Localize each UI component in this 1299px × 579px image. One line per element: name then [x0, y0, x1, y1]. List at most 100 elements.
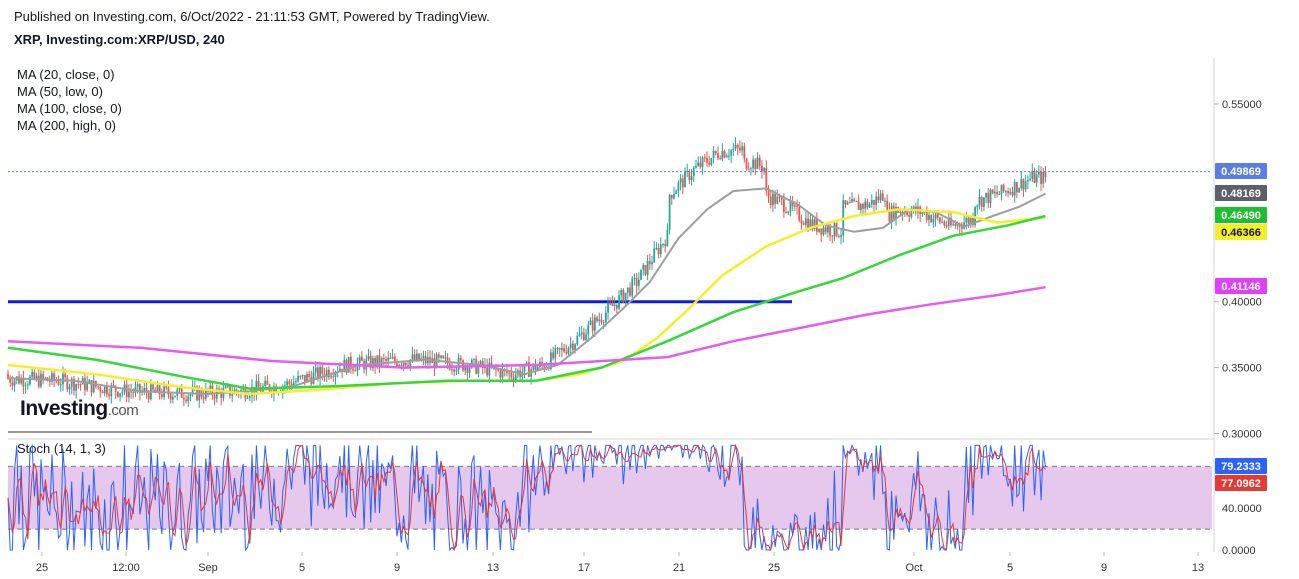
candle-body[interactable]: [284, 385, 286, 387]
candle-body[interactable]: [598, 319, 601, 322]
ma-line-ma100[interactable]: [7, 214, 1046, 390]
candle-body[interactable]: [604, 312, 607, 322]
candle-body[interactable]: [169, 394, 172, 400]
candle-body[interactable]: [1011, 191, 1014, 196]
candle-body[interactable]: [523, 363, 526, 372]
candle-body[interactable]: [906, 211, 908, 215]
candle-body[interactable]: [730, 150, 733, 156]
candle-body[interactable]: [349, 356, 352, 369]
candle-body[interactable]: [84, 378, 86, 391]
candle-body[interactable]: [644, 264, 647, 275]
candle-body[interactable]: [106, 385, 108, 395]
candle-body[interactable]: [1002, 184, 1005, 192]
candle-body[interactable]: [620, 289, 623, 296]
candle-body[interactable]: [829, 226, 831, 236]
candle-body[interactable]: [629, 287, 631, 296]
candle-body[interactable]: [55, 380, 58, 382]
candle-body[interactable]: [888, 209, 891, 222]
candle-body[interactable]: [378, 355, 381, 366]
candle-body[interactable]: [57, 381, 60, 385]
candle-body[interactable]: [198, 390, 201, 401]
candle-body[interactable]: [800, 220, 803, 224]
candle-body[interactable]: [563, 348, 565, 352]
candle-body[interactable]: [965, 217, 968, 223]
candle-body[interactable]: [618, 295, 620, 309]
candle-body[interactable]: [593, 317, 596, 331]
candle-body[interactable]: [130, 391, 132, 393]
candle-body[interactable]: [725, 155, 728, 158]
candle-body[interactable]: [301, 374, 304, 377]
candle-body[interactable]: [18, 376, 20, 384]
candle-body[interactable]: [780, 197, 783, 200]
candle-body[interactable]: [44, 377, 47, 379]
candle-body[interactable]: [782, 199, 785, 212]
candle-body[interactable]: [1000, 184, 1003, 195]
candle-body[interactable]: [422, 356, 425, 359]
candle-body[interactable]: [908, 214, 911, 217]
candle-body[interactable]: [292, 382, 295, 387]
candle-body[interactable]: [464, 366, 467, 371]
candle-body[interactable]: [778, 196, 781, 198]
candle-body[interactable]: [695, 165, 697, 168]
candle-body[interactable]: [468, 367, 471, 373]
candle-body[interactable]: [488, 362, 491, 376]
candle-body[interactable]: [756, 157, 759, 169]
candle-body[interactable]: [998, 194, 1001, 196]
candle-body[interactable]: [772, 193, 774, 206]
candle-body[interactable]: [374, 358, 376, 367]
candle-body[interactable]: [501, 369, 504, 378]
candle-body[interactable]: [679, 178, 682, 183]
candle-body[interactable]: [191, 387, 194, 394]
candle-body[interactable]: [1020, 178, 1023, 189]
candle-body[interactable]: [901, 211, 904, 214]
candle-body[interactable]: [565, 351, 568, 354]
candle-body[interactable]: [77, 384, 80, 386]
candle-body[interactable]: [567, 348, 570, 354]
candle-body[interactable]: [543, 364, 546, 370]
candle-body[interactable]: [591, 320, 594, 331]
candle-body[interactable]: [569, 343, 572, 349]
candle-body[interactable]: [655, 247, 658, 249]
candle-body[interactable]: [319, 366, 322, 379]
candle-body[interactable]: [178, 387, 181, 390]
candle-body[interactable]: [690, 175, 693, 181]
candle-body[interactable]: [763, 167, 766, 172]
candle-body[interactable]: [910, 210, 913, 217]
candle-body[interactable]: [813, 219, 816, 230]
candle-body[interactable]: [466, 366, 469, 373]
candle-body[interactable]: [826, 226, 829, 233]
candle-body[interactable]: [413, 354, 416, 360]
candle-body[interactable]: [875, 196, 878, 205]
candle-body[interactable]: [174, 395, 176, 398]
candle-body[interactable]: [928, 215, 930, 220]
candle-body[interactable]: [444, 357, 447, 359]
candle-body[interactable]: [312, 372, 315, 384]
candle-body[interactable]: [776, 196, 779, 204]
candle-body[interactable]: [387, 357, 390, 361]
candle-body[interactable]: [360, 356, 363, 362]
candle-body[interactable]: [299, 375, 302, 377]
candle-body[interactable]: [138, 384, 141, 393]
candle-body[interactable]: [714, 150, 717, 154]
candle-body[interactable]: [688, 170, 691, 181]
candle-body[interactable]: [202, 396, 205, 399]
candle-body[interactable]: [499, 370, 502, 378]
candle-body[interactable]: [402, 362, 405, 366]
candle-body[interactable]: [328, 369, 330, 378]
candle-body[interactable]: [662, 243, 664, 245]
candle-body[interactable]: [286, 381, 289, 386]
candle-body[interactable]: [653, 248, 656, 263]
candle-body[interactable]: [11, 382, 14, 386]
candle-body[interactable]: [666, 229, 669, 247]
candle-body[interactable]: [70, 378, 73, 387]
candle-body[interactable]: [934, 214, 937, 219]
candle-body[interactable]: [59, 384, 62, 386]
candle-body[interactable]: [712, 150, 715, 158]
candle-body[interactable]: [321, 366, 324, 375]
candle-body[interactable]: [613, 304, 616, 306]
candle-body[interactable]: [185, 399, 187, 402]
candle-body[interactable]: [415, 353, 418, 360]
candle-body[interactable]: [607, 303, 609, 313]
candle-body[interactable]: [182, 397, 185, 400]
